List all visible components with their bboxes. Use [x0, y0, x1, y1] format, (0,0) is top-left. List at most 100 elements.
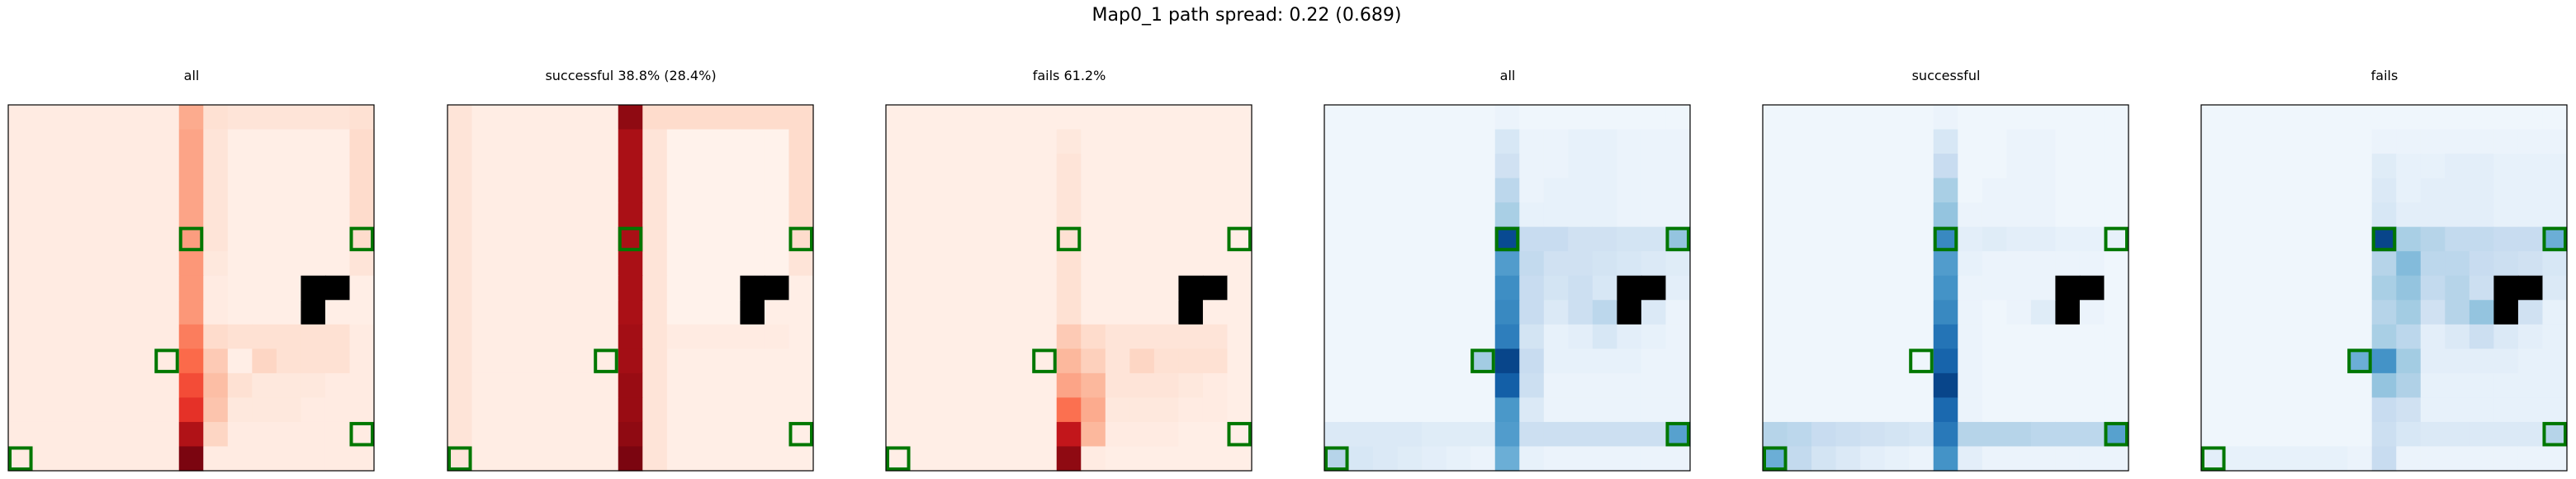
heatmap-cell [1958, 251, 1983, 277]
heatmap-cell [2517, 129, 2544, 154]
heatmap-cell [1129, 275, 1155, 301]
heatmap-cell [154, 251, 180, 277]
heatmap-cell [2250, 324, 2275, 349]
heatmap-cell [1032, 349, 1058, 374]
heatmap-cell [57, 226, 83, 252]
heatmap-cell [618, 421, 643, 448]
heatmap-cell [788, 105, 814, 130]
heatmap-cell [496, 324, 522, 349]
heatmap-cell [910, 275, 935, 301]
heatmap-cell [1982, 129, 2007, 154]
heatmap-cell [618, 129, 643, 154]
heatmap-cell [1153, 397, 1179, 423]
heatmap-cell [1422, 202, 1447, 228]
heatmap-cell [349, 421, 375, 448]
heatmap-cell [227, 202, 253, 228]
heatmap-cell [1178, 251, 1204, 277]
heatmap-cell [1982, 300, 2007, 325]
heatmap-cell [740, 397, 765, 423]
heatmap-cell [2299, 226, 2324, 252]
heatmap-cell [1227, 226, 1252, 252]
heatmap-cell [1982, 349, 2007, 374]
heatmap-cell [2420, 421, 2446, 448]
heatmap-cell [1519, 446, 1545, 472]
heatmap-cell [471, 226, 497, 252]
heatmap-cell [1397, 300, 1423, 325]
heatmap-cell [2493, 105, 2519, 130]
heatmap-cell [2542, 105, 2568, 130]
heatmap-cell [1494, 129, 1520, 154]
heatmap-cell [154, 349, 180, 374]
heatmap-cell [1543, 275, 1569, 301]
heatmap-cell [569, 324, 594, 349]
heatmap-cell [691, 446, 717, 472]
heatmap-cell [324, 251, 351, 277]
heatmap-cell [2347, 372, 2373, 398]
heatmap-cell [106, 372, 131, 398]
heatmap-cell [1470, 226, 1496, 252]
heatmap-cell [935, 421, 960, 448]
heatmap-cell [910, 129, 935, 154]
heatmap-cell [1105, 154, 1130, 179]
heatmap-cell [1933, 324, 1958, 349]
heatmap-cell [959, 275, 984, 301]
heatmap-cell [106, 421, 131, 448]
heatmap-cell [1081, 300, 1106, 325]
obstacle-cell [1617, 275, 1642, 301]
heatmap-cell [2201, 105, 2227, 130]
heatmap-cell [471, 397, 497, 423]
heatmap-cell [569, 275, 594, 301]
heatmap-cell [2469, 178, 2494, 203]
heatmap-cell [1373, 251, 1399, 277]
heatmap-cell [2274, 349, 2299, 374]
heatmap-cell [1909, 372, 1934, 398]
heatmap-cell [2299, 154, 2324, 179]
heatmap-cell [252, 105, 277, 130]
heatmap-cell [2104, 446, 2129, 472]
heatmap-cell [1422, 397, 1447, 423]
heatmap-cell [1227, 154, 1252, 179]
heatmap-cell [1811, 349, 1837, 374]
heatmap-cell [1665, 421, 1691, 448]
heatmap-cell [2542, 275, 2568, 301]
heatmap-cell [252, 226, 277, 252]
heatmap-cell [1787, 300, 1812, 325]
heatmap-cell [764, 446, 790, 472]
heatmap-cell [715, 275, 741, 301]
heatmap-cell [1592, 300, 1617, 325]
heatmap-cell [1543, 446, 1569, 472]
heatmap-cell [1958, 324, 1983, 349]
heatmap-cell [2445, 446, 2470, 472]
heatmap-cell [983, 421, 1009, 448]
heatmap-cell [496, 275, 522, 301]
heatmap-cell [252, 300, 277, 325]
heatmap-cell [666, 421, 692, 448]
heatmap-cell [1105, 178, 1130, 203]
heatmap-cell [983, 446, 1009, 472]
heatmap-cells [1763, 105, 2129, 472]
heatmap-cell [788, 275, 814, 301]
heatmap-cell [1129, 202, 1155, 228]
heatmap-cell [1860, 275, 1886, 301]
heatmap-cell [1007, 300, 1033, 325]
heatmap-cell [983, 129, 1009, 154]
heatmap-cell [715, 300, 741, 325]
heatmap-cell [1568, 397, 1593, 423]
heatmap-cell [2104, 421, 2129, 448]
heatmap-cell [886, 372, 912, 398]
waypoint-marker [1227, 421, 1252, 447]
heatmap-cell [154, 397, 180, 423]
heatmap-cell [2517, 251, 2544, 277]
heatmap-cell [2542, 178, 2568, 203]
heatmap-cell [1763, 300, 1788, 325]
heatmap-cell [178, 397, 204, 423]
heatmap-cell [8, 202, 34, 228]
heatmap-cell [349, 154, 375, 179]
heatmap-cell [1324, 324, 1350, 349]
waypoint-marker [2347, 349, 2372, 373]
heatmap-cell [1494, 105, 1520, 130]
heatmap-cell [447, 324, 473, 349]
heatmap-cell [1568, 421, 1593, 448]
heatmap-cell [1592, 226, 1617, 252]
heatmap-cell [1933, 372, 1958, 398]
